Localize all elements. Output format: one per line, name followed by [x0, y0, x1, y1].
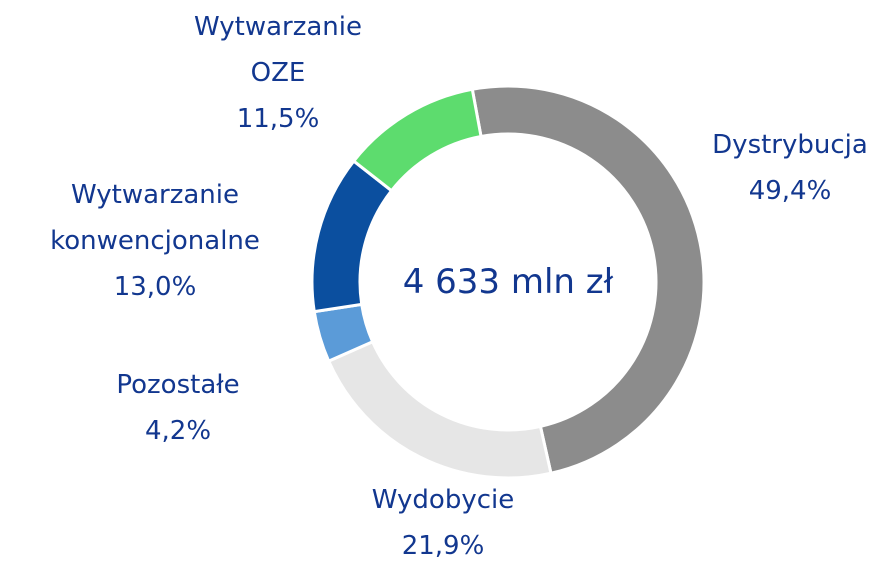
slice-label: Wytwarzanie OZE 11,5% [194, 4, 362, 142]
value-label: 13,0% [113, 272, 197, 302]
category-label: Wydobycie [371, 485, 515, 515]
slice-label: Dystrybucja 49,4% [712, 122, 868, 214]
category-label: Pozostałe [116, 370, 240, 400]
center-label: 4 633 mln zł [402, 262, 614, 302]
value-label: 4,2% [144, 416, 212, 446]
value-label: 49,4% [748, 176, 832, 206]
donut-slice [310, 158, 394, 314]
donut-slice [351, 87, 483, 193]
value-label: 21,9% [401, 531, 485, 561]
slice-label: Pozostałe 4,2% [116, 362, 239, 454]
donut-slice [470, 84, 706, 476]
value-label: 11,5% [236, 104, 320, 134]
category-label: Dystrybucja [712, 130, 868, 160]
slice-label: Wydobycie 21,9% [372, 477, 514, 563]
donut-slice [326, 339, 553, 480]
category-label: Wytwarzanie konwencjonalne [50, 180, 260, 256]
category-label: Wytwarzanie OZE [194, 12, 362, 88]
slice-label: Wytwarzanie konwencjonalne 13,0% [50, 172, 260, 310]
